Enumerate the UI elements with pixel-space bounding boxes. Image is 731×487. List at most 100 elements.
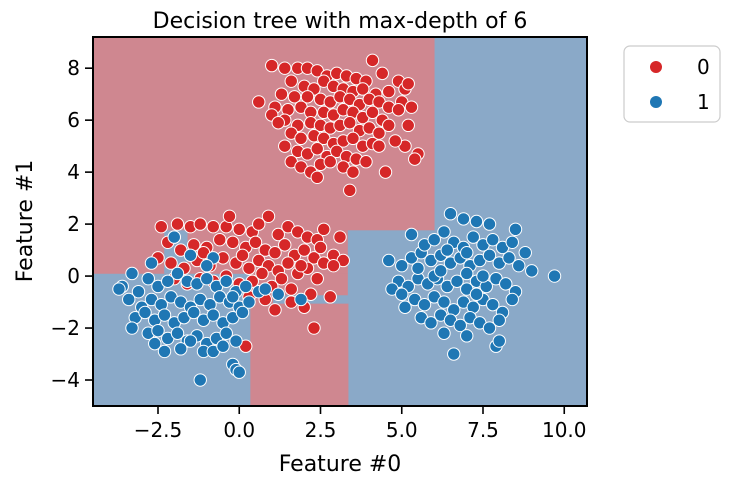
point-class-0 [300,90,315,104]
point-class-1 [518,245,532,260]
legend-label-1: 1 [697,90,710,114]
point-class-1 [460,245,474,260]
point-class-1 [258,282,272,296]
x-tick-label: 7.5 [467,418,499,442]
point-class-0 [404,100,419,114]
point-class-1 [125,266,139,281]
point-class-1 [482,321,497,335]
point-class-0 [294,258,308,273]
point-class-0 [213,232,227,247]
point-class-0 [323,290,337,304]
point-class-1 [476,269,490,283]
point-class-1 [395,287,409,301]
point-class-1 [512,258,526,273]
point-class-0 [326,258,341,273]
point-class-0 [365,53,380,68]
point-class-0 [235,248,250,262]
point-class-1 [525,264,539,278]
point-class-1 [167,230,181,244]
point-class-1 [427,232,441,247]
point-class-1 [157,344,172,359]
x-tick-label: 10.0 [542,418,587,442]
point-class-1 [469,214,484,229]
point-class-0 [265,58,279,73]
point-class-1 [437,326,451,340]
point-class-1 [505,292,519,307]
point-class-0 [382,118,396,133]
point-class-1 [187,305,201,320]
point-class-0 [408,152,422,166]
y-tick-label: 4 [67,160,80,184]
point-class-1 [138,305,152,320]
y-tick-label: 8 [67,56,80,80]
point-class-1 [112,282,126,296]
point-class-0 [356,82,370,96]
point-class-0 [343,183,357,198]
point-class-0 [281,256,295,270]
point-class-0 [274,87,289,101]
point-class-1 [492,313,506,327]
point-class-1 [424,316,438,330]
point-class-0 [382,84,396,99]
x-tick-label: 5.0 [386,418,418,442]
point-class-0 [375,66,389,81]
point-class-1 [219,326,233,340]
point-class-1 [193,373,207,387]
y-tick-label: 0 [67,264,80,288]
plot-frame [92,36,588,407]
point-class-1 [161,274,175,288]
point-class-0 [359,155,373,169]
point-class-1 [456,212,471,226]
point-class-1 [437,225,451,239]
point-class-1 [417,297,432,312]
point-class-1 [151,323,165,338]
point-class-1 [131,284,146,299]
point-class-1 [450,274,464,288]
point-class-0 [274,271,289,286]
point-class-1 [183,334,198,348]
point-class-0 [307,321,321,335]
point-class-0 [164,256,178,270]
point-class-0 [388,134,402,148]
point-class-0 [222,209,237,224]
point-class-0 [284,282,298,296]
point-class-1 [229,334,243,348]
point-class-0 [317,222,331,236]
x-axis-label: Feature #0 [279,452,402,477]
point-class-1 [411,261,425,275]
point-class-1 [144,256,159,270]
point-class-0 [252,217,266,231]
point-class-0 [287,90,302,104]
point-class-0 [365,105,380,120]
point-class-1 [206,308,220,322]
point-class-0 [278,61,292,75]
y-tick-label: 6 [67,108,80,132]
point-class-1 [382,253,396,268]
x-axis-ticks: −2.5 0.0 2.5 5.0 7.5 10.0 [134,406,587,442]
point-class-1 [502,251,516,265]
point-class-0 [346,165,360,179]
point-class-0 [268,303,282,317]
point-class-1 [122,292,136,307]
point-class-1 [226,290,240,304]
point-class-1 [505,235,519,249]
point-class-1 [469,287,484,301]
point-class-1 [232,365,246,379]
point-class-1 [443,207,458,221]
point-class-1 [482,217,497,231]
legend-marker-0 [650,61,662,73]
point-class-0 [268,245,282,260]
point-class-1 [486,297,500,312]
point-class-1 [242,295,256,309]
point-class-1 [125,321,139,335]
legend-label-0: 0 [697,55,710,79]
point-class-1 [499,277,513,291]
x-tick-label: 0.0 [223,418,255,442]
point-class-1 [466,230,480,244]
point-class-0 [206,219,220,234]
scatter-points [112,53,562,387]
point-class-1 [404,227,419,242]
point-class-0 [154,219,168,234]
point-class-0 [313,240,328,255]
